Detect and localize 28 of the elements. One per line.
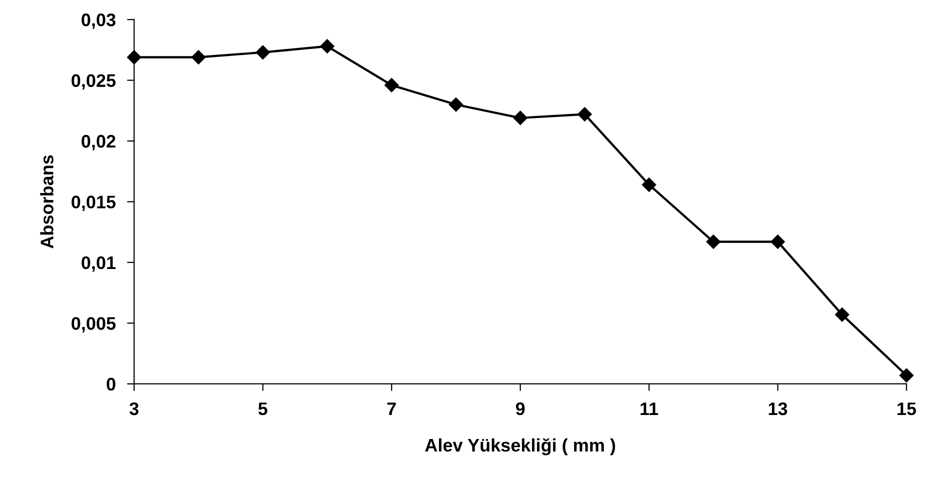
- x-tick-label: 13: [768, 402, 788, 416]
- y-axis-title: Absorbans: [40, 155, 54, 248]
- point: [256, 45, 270, 60]
- point: [513, 110, 528, 125]
- point: [448, 97, 464, 112]
- point: [899, 368, 914, 382]
- point: [835, 308, 850, 322]
- x-tick-label: 5: [258, 402, 268, 416]
- point: [384, 78, 399, 92]
- y-tick-label: 0,025: [72, 74, 116, 90]
- x-tick-label: 3: [130, 402, 138, 416]
- y-tick-label: 0,03: [82, 13, 116, 29]
- x-tick-label: 15: [898, 402, 916, 416]
- x-tick-label: 7: [387, 402, 396, 416]
- y-tick-label: 0,02: [82, 134, 116, 150]
- point: [191, 50, 206, 64]
- y-tick-label: 0,01: [82, 256, 116, 272]
- x-axis-title: Alev Yüksekliği ( mm ): [425, 438, 616, 456]
- point: [578, 107, 592, 122]
- y-tick-label: 0: [106, 378, 116, 391]
- point: [642, 178, 656, 192]
- point: [770, 234, 785, 249]
- point: [706, 234, 720, 249]
- y-tick-label: 0,005: [72, 317, 116, 332]
- point: [320, 39, 334, 54]
- x-tick-label: 9: [516, 402, 525, 416]
- y-tick-label: 0,015: [72, 196, 116, 212]
- x-tick-label: 11: [640, 402, 658, 416]
